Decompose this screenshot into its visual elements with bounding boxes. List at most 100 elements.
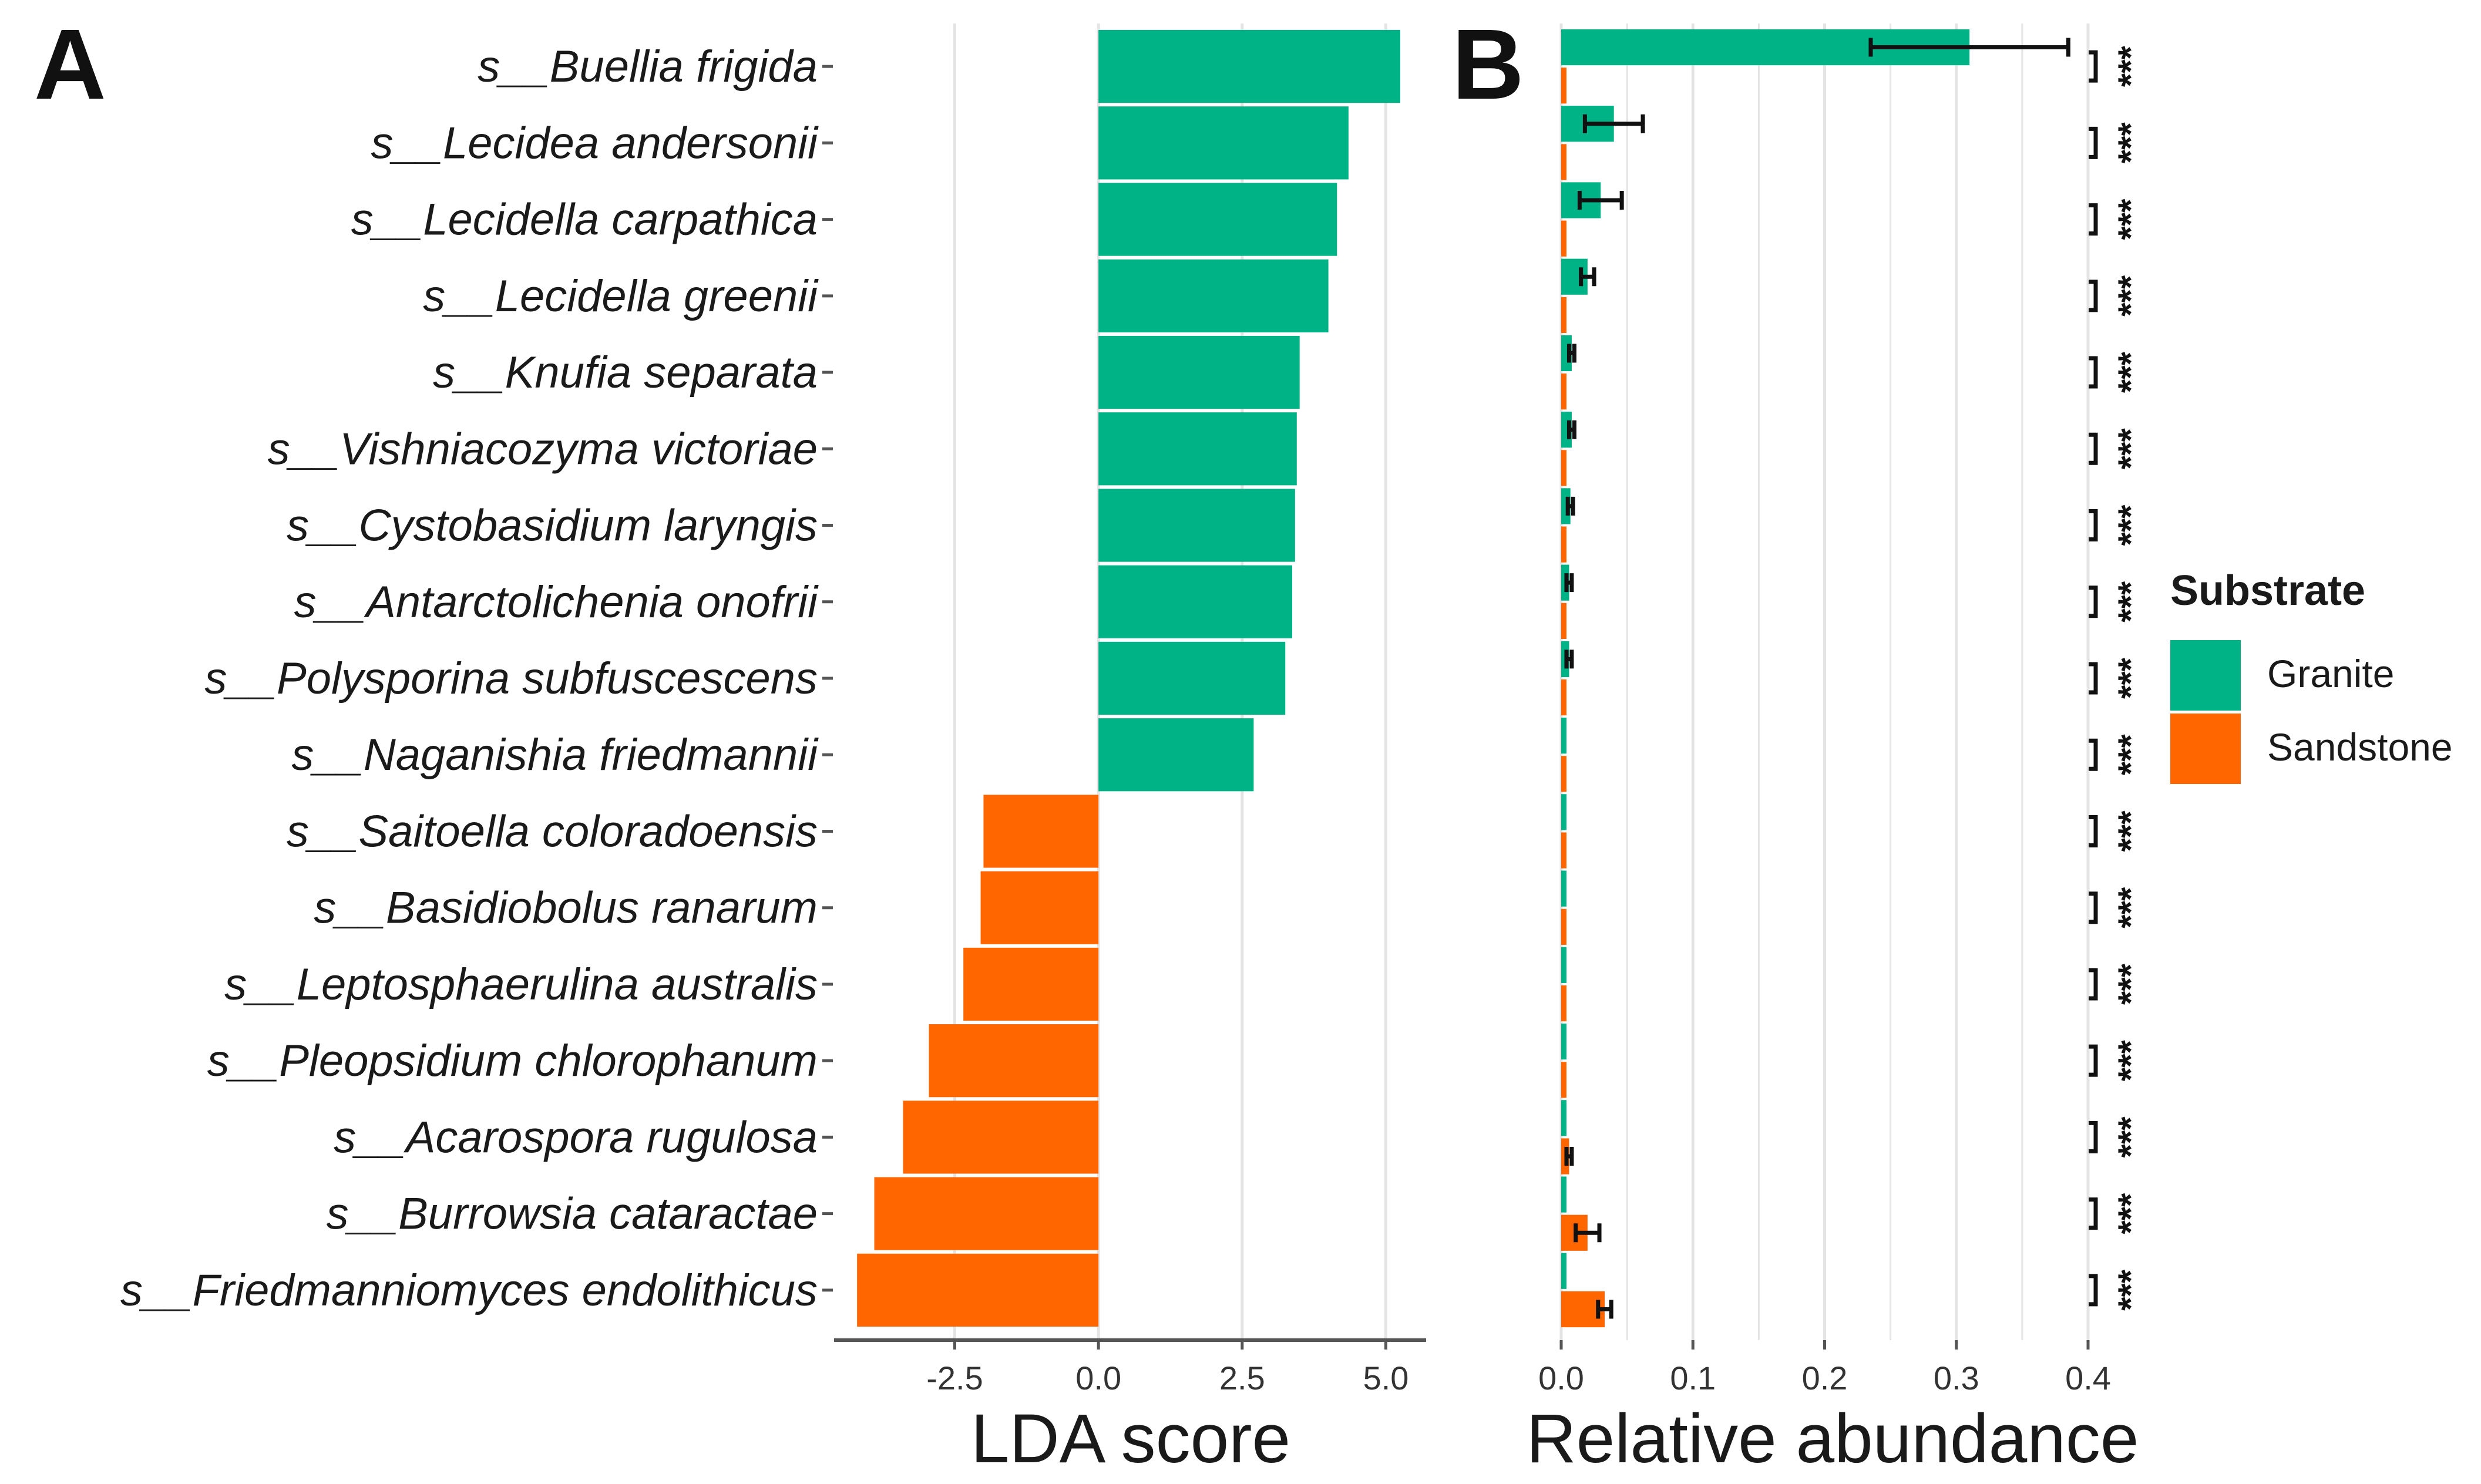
lda-x-axis: -2.5 0.0 2.5 5.0 <box>834 1338 1426 1396</box>
abundance-bar <box>1561 947 1566 983</box>
significance-bracket <box>2089 280 2098 312</box>
panel-a-label: A <box>34 9 106 120</box>
species-label: s__Lecidella carpathica <box>351 195 818 245</box>
lda-bar <box>963 947 1099 1021</box>
significance-stars: *** <box>2111 734 2150 776</box>
significance-bracket <box>2089 585 2098 618</box>
abundance-bar <box>1561 718 1566 754</box>
lda-x-axis-title: LDA score <box>971 1400 1290 1478</box>
species-label: s__Naganishia friedmannii <box>291 730 819 780</box>
significance-stars: *** <box>2111 963 2150 1005</box>
significance-bracket <box>2089 815 2098 847</box>
significance-stars: *** <box>2111 1040 2150 1082</box>
abundance-bar <box>1561 832 1566 869</box>
abundance-bar <box>1561 756 1566 792</box>
significance-bracket <box>2089 662 2098 695</box>
significance-bracket <box>2089 432 2098 465</box>
legend-swatch-granite <box>2170 640 2241 711</box>
significance-stars: *** <box>2111 1116 2150 1158</box>
species-label: s__Lecidea andersonii <box>371 118 819 168</box>
legend-label-granite: Granite <box>2267 652 2394 695</box>
lda-bar <box>874 1177 1099 1250</box>
lda-bars <box>857 30 1400 1327</box>
abundance-bar <box>1561 908 1566 945</box>
significance-bracket <box>2089 1120 2098 1153</box>
lda-bar <box>1098 30 1400 103</box>
significance-bracket <box>2089 203 2098 236</box>
significance-stars: *** <box>2111 1269 2150 1311</box>
significance-stars: *** <box>2111 45 2150 87</box>
species-label: s__Buellia frigida <box>478 42 818 92</box>
lda-bar <box>1098 259 1329 332</box>
significance-bracket <box>2089 1197 2098 1230</box>
abundance-bar <box>1561 870 1566 907</box>
significance-stars: *** <box>2111 122 2150 164</box>
lda-bar <box>1098 106 1349 180</box>
species-label: s__Pleopsidium chlorophanum <box>207 1036 818 1086</box>
significance-stars: *** <box>2111 351 2150 393</box>
abundance-bar <box>1561 220 1566 257</box>
significance-bracket <box>2089 1274 2098 1307</box>
abundance-x-tick-label: 0.0 <box>1538 1360 1584 1396</box>
significance-bracket <box>2089 1044 2098 1077</box>
lda-x-tick-label: 2.5 <box>1219 1360 1265 1396</box>
legend-label-sandstone: Sandstone <box>2267 725 2453 769</box>
abundance-bar <box>1561 373 1566 410</box>
species-label: s__Knufia separata <box>433 348 818 398</box>
abundance-x-axis-title: Relative abundance <box>1526 1400 2139 1478</box>
abundance-x-tick-label: 0.3 <box>1934 1360 1979 1396</box>
significance-stars: *** <box>2111 275 2150 317</box>
abundance-bar <box>1561 68 1566 104</box>
species-label: s__Burrowsia cataractae <box>327 1189 818 1239</box>
legend-title: Substrate <box>2170 567 2365 614</box>
significance-stars: *** <box>2111 428 2150 470</box>
lda-bar <box>983 795 1099 868</box>
lda-bar <box>1098 412 1297 486</box>
abundance-bar <box>1561 985 1566 1022</box>
species-labels: s__Buellia frigida s__Lecidea andersonii s… <box>120 42 833 1315</box>
species-label: s__Vishniacozyma victoriae <box>268 424 818 474</box>
lda-bar <box>1098 489 1295 562</box>
significance-bracket <box>2089 509 2098 542</box>
substrate-legend: Substrate Granite Sandstone <box>2170 567 2453 784</box>
abundance-x-tick-label: 0.1 <box>1670 1360 1716 1396</box>
abundance-x-axis: 0.0 0.1 0.2 0.3 0.4 <box>1538 1340 2111 1396</box>
abundance-bar <box>1561 1100 1566 1136</box>
abundance-bar <box>1561 1062 1566 1098</box>
species-label: s__Lecidella greenii <box>423 271 819 321</box>
significance-stars: *** <box>2111 1193 2150 1234</box>
abundance-x-tick-label: 0.2 <box>1802 1360 1848 1396</box>
abundance-bar <box>1561 144 1566 180</box>
significance-bracket <box>2089 50 2098 83</box>
species-label: s__Acarospora rugulosa <box>334 1112 818 1162</box>
significance-stars: *** <box>2111 810 2150 852</box>
species-label: s__Saitoella coloradoensis <box>287 806 818 856</box>
significance-stars: *** <box>2111 504 2150 546</box>
lda-bar <box>980 871 1099 944</box>
significance-stars: *** <box>2111 657 2150 699</box>
significance-bracket <box>2089 738 2098 771</box>
significance-stars: *** <box>2111 198 2150 240</box>
significance-bracket <box>2089 126 2098 159</box>
lda-bar <box>1098 183 1337 256</box>
lda-bar <box>1098 718 1254 792</box>
panel-b-label: B <box>1452 9 1524 120</box>
significance-stars: *** <box>2111 581 2150 622</box>
abundance-bar <box>1561 1176 1566 1213</box>
significance-markers: *** *** *** *** *** *** *** *** *** *** *** *** *** *… <box>2089 45 2150 1311</box>
abundance-bar <box>1561 603 1566 639</box>
abundance-bar <box>1561 794 1566 830</box>
lda-bar <box>929 1024 1099 1098</box>
significance-bracket <box>2089 891 2098 924</box>
legend-swatch-sandstone <box>2170 714 2241 784</box>
species-label: s__Basidiobolus ranarum <box>314 883 818 933</box>
abundance-bar <box>1561 526 1566 563</box>
species-label: s__Cystobasidium laryngis <box>287 501 818 551</box>
species-label: s__Polysporina subfuscescens <box>205 654 818 704</box>
species-label: s__Friedmanniomyces endolithicus <box>120 1266 818 1315</box>
lda-bar <box>1098 641 1286 715</box>
abundance-bar <box>1561 297 1566 334</box>
abundance-bar <box>1561 1023 1566 1060</box>
lda-bar <box>857 1253 1099 1327</box>
